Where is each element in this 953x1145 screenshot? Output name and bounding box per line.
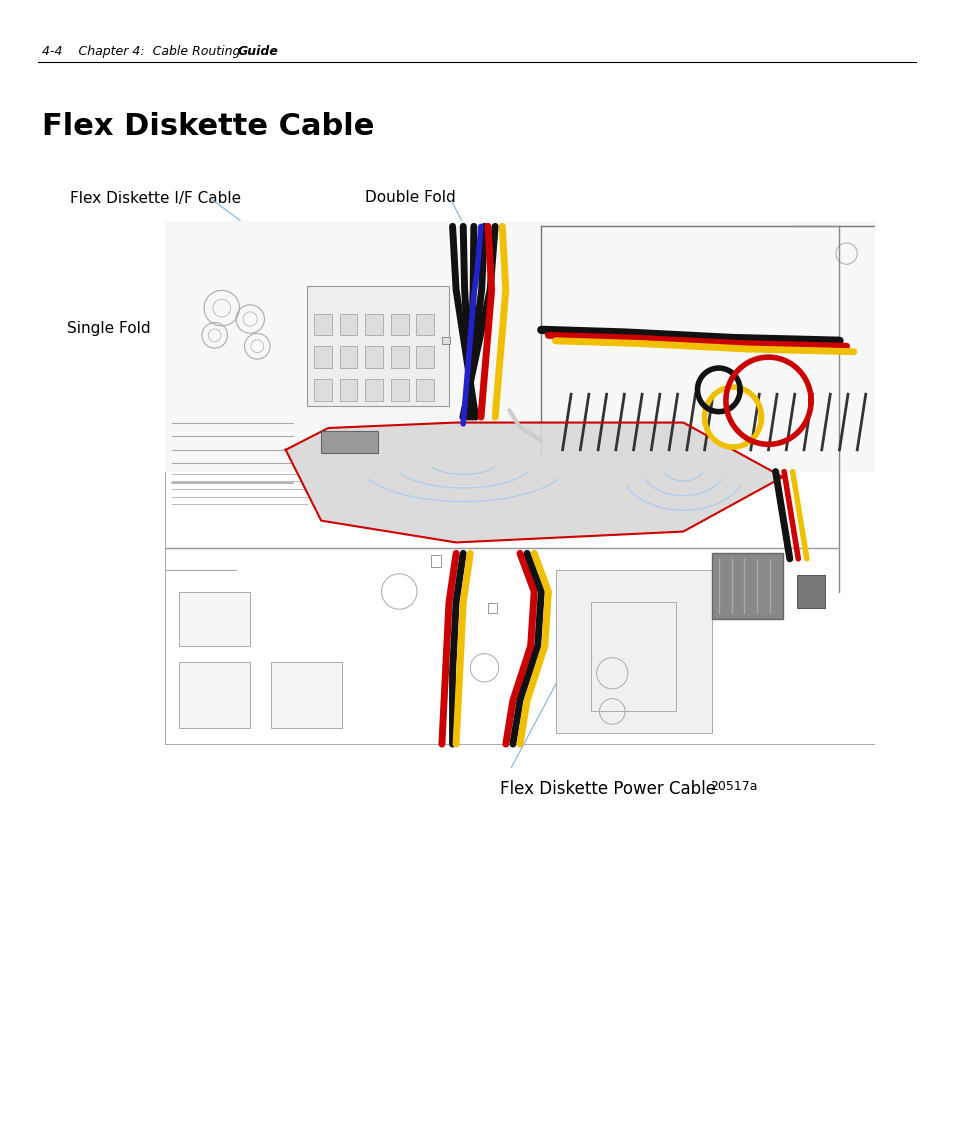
- Bar: [314, 379, 332, 401]
- Bar: [307, 286, 449, 406]
- Bar: [165, 221, 874, 472]
- Bar: [796, 575, 824, 608]
- Text: Flex Diskette Power Cable: Flex Diskette Power Cable: [499, 780, 716, 798]
- Text: Single Fold: Single Fold: [67, 321, 151, 335]
- Bar: [339, 379, 357, 401]
- Bar: [416, 346, 434, 368]
- Bar: [365, 346, 382, 368]
- Bar: [339, 314, 357, 335]
- Text: 20517a: 20517a: [709, 780, 757, 793]
- Bar: [711, 553, 781, 618]
- Bar: [391, 379, 408, 401]
- Text: Guide: Guide: [237, 45, 278, 58]
- Bar: [431, 555, 440, 567]
- Text: Flex Diskette I/F Cable: Flex Diskette I/F Cable: [70, 190, 241, 205]
- Bar: [314, 346, 332, 368]
- Polygon shape: [285, 423, 781, 543]
- Bar: [416, 314, 434, 335]
- Bar: [179, 592, 250, 646]
- Bar: [179, 662, 250, 728]
- Bar: [590, 602, 676, 711]
- Bar: [441, 337, 450, 344]
- Bar: [339, 346, 357, 368]
- Bar: [365, 379, 382, 401]
- Bar: [272, 662, 342, 728]
- Bar: [555, 570, 711, 733]
- Bar: [391, 314, 408, 335]
- Bar: [391, 346, 408, 368]
- Bar: [488, 603, 497, 614]
- Text: Flex Diskette Cable: Flex Diskette Cable: [42, 112, 374, 141]
- Text: 4-4    Chapter 4:  Cable Routing: 4-4 Chapter 4: Cable Routing: [42, 45, 244, 58]
- Bar: [314, 314, 332, 335]
- Bar: [416, 379, 434, 401]
- Bar: [321, 431, 377, 452]
- Text: Double Fold: Double Fold: [365, 190, 456, 205]
- Bar: [365, 314, 382, 335]
